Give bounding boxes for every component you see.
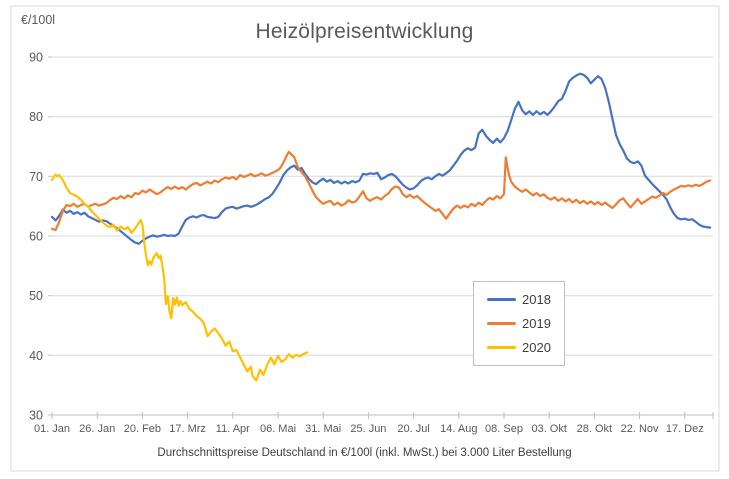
x-axis-tick-label: 03. Okt	[531, 423, 566, 435]
x-axis-tick-label: 08. Sep	[485, 423, 523, 435]
legend-line-swatch	[487, 346, 516, 350]
x-axis-tick-label: 20. Jul	[397, 423, 429, 435]
y-axis-tick-label: 70	[29, 170, 43, 184]
x-axis-tick-label: 17. Mrz	[169, 423, 206, 435]
y-axis-unit-label: €/100l	[21, 13, 56, 27]
x-axis-tick-label: 01. Jan	[34, 423, 70, 435]
y-axis-tick-label: 30	[29, 409, 43, 423]
series-line-2020[interactable]	[50, 173, 308, 382]
x-axis-tick-label: 11. Apr	[216, 423, 250, 435]
x-axis-tick-label: 26. Jan	[79, 423, 115, 435]
x-axis-tick-label: 17. Dez	[666, 423, 704, 435]
chart-footnote: Durchschnittspreise Deutschland in €/100…	[157, 447, 572, 459]
y-axis-tick-label: 50	[29, 289, 43, 303]
y-axis-tick-label: 80	[29, 110, 43, 124]
x-axis-tick-label: 22. Nov	[621, 423, 659, 435]
legend-line-swatch	[487, 297, 516, 301]
legend-label: 2019	[522, 315, 551, 331]
y-axis-tick-label: 40	[29, 349, 43, 363]
legend-label: 2020	[522, 340, 551, 356]
legend-label: 2018	[522, 291, 551, 307]
y-axis-tick-label: 90	[29, 51, 43, 65]
series-line-2019[interactable]	[50, 150, 712, 232]
chart-legend[interactable]: 2018 2019 2020	[473, 281, 565, 366]
legend-line-swatch	[487, 321, 516, 325]
chart-title[interactable]: Heizölpreisentwicklung	[255, 20, 474, 43]
series-line-2018[interactable]	[50, 72, 712, 245]
x-axis-tick-label: 31. Mai	[305, 423, 341, 435]
legend-entry-2019[interactable]: 2019	[487, 316, 564, 331]
chart-border	[10, 5, 720, 472]
x-axis-tick-label: 06. Mai	[260, 423, 296, 435]
y-axis-tick-label: 60	[29, 230, 43, 244]
x-axis-tick-label: 20. Feb	[124, 423, 161, 435]
x-axis-tick-label: 25. Jun	[350, 423, 386, 435]
x-axis-tick-label: 28. Okt	[577, 423, 612, 435]
x-axis-tick-label: 14. Aug	[440, 423, 477, 435]
legend-entry-2018[interactable]: 2018	[487, 292, 564, 307]
legend-entry-2020[interactable]: 2020	[487, 340, 564, 355]
